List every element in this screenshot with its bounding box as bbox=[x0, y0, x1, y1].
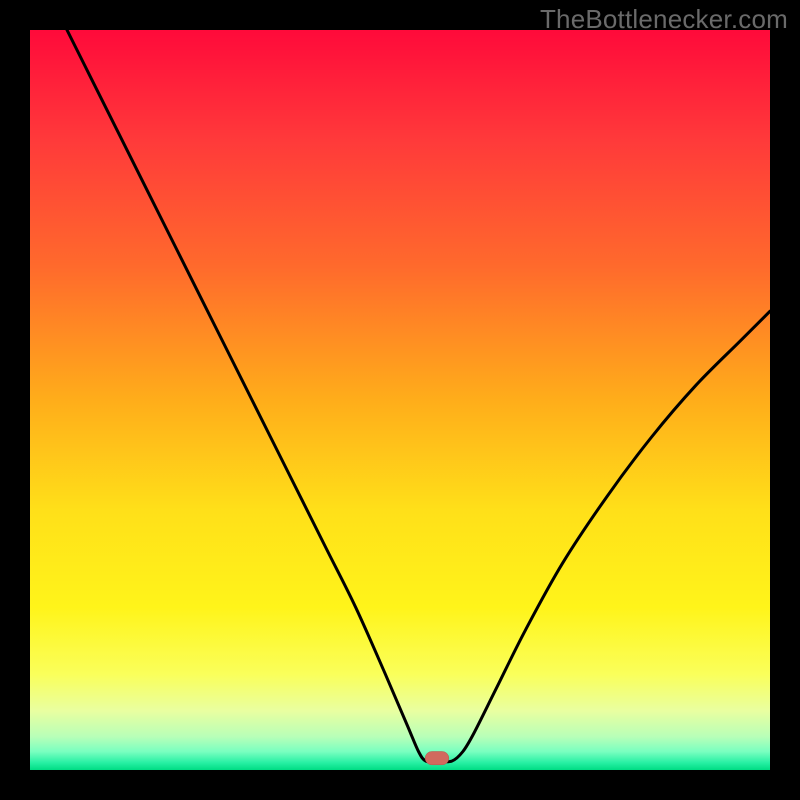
chart-stage: TheBottlenecker.com bbox=[0, 0, 800, 800]
watermark-text: TheBottlenecker.com bbox=[540, 4, 788, 35]
chart-svg bbox=[30, 30, 770, 770]
min-marker bbox=[425, 752, 449, 765]
gradient-background bbox=[30, 30, 770, 770]
plot-area bbox=[30, 30, 770, 770]
